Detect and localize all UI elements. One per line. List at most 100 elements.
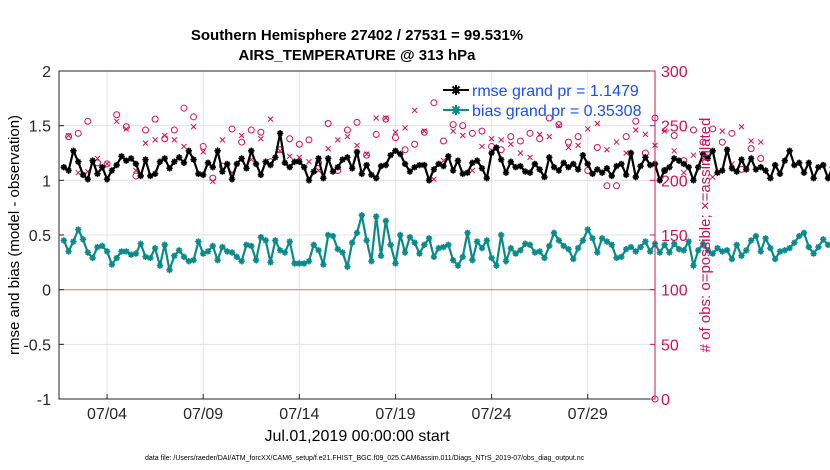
bias-point (685, 238, 692, 245)
y2-tick-label: 200 (661, 173, 688, 190)
obs-possible-point (382, 115, 390, 123)
rmse-point (161, 155, 168, 162)
obs-assimilated-point (690, 152, 697, 159)
obs-possible-point (411, 140, 419, 148)
bias-point (704, 247, 712, 254)
bias-point (589, 235, 596, 242)
rmse-point (671, 155, 678, 162)
rmse-point (397, 150, 404, 158)
rmse-point (296, 158, 303, 165)
obs-possible-point (372, 130, 380, 138)
y2-axis-label: # of obs: o=possible; ×=assimilated (697, 118, 714, 353)
rmse-point (156, 158, 164, 165)
obs-assimilated-point (334, 137, 341, 143)
bias-point (382, 217, 390, 224)
obs-assimilated-point (479, 143, 485, 150)
rmse-point (233, 160, 241, 168)
bias-point (598, 235, 606, 242)
rmse-point (622, 171, 630, 179)
bias-point (637, 243, 644, 251)
bias-point (541, 254, 548, 262)
bias-point (824, 241, 830, 249)
bias-point (363, 237, 370, 244)
rmse-point (550, 164, 558, 171)
obs-assimilated-point (459, 132, 466, 139)
bias-point (512, 250, 519, 257)
bias-point (449, 256, 457, 264)
obs-assimilated-point (181, 143, 187, 150)
obs-possible-point (449, 121, 457, 129)
bias-point (536, 248, 543, 255)
bias-point (618, 253, 625, 261)
y-tick-label: 1 (42, 173, 51, 190)
rmse-point (416, 161, 423, 169)
rmse-point (79, 171, 87, 179)
bias-point (65, 248, 72, 255)
bias-point (151, 244, 159, 252)
y2-tick-label: 300 (661, 64, 688, 81)
bias-point (353, 229, 361, 237)
rmse-point (555, 167, 563, 174)
bias-point (233, 253, 241, 261)
series-layer (60, 130, 830, 275)
rmse-point (733, 168, 740, 175)
obs-possible-point (555, 121, 563, 129)
bias-point (810, 250, 817, 257)
obs-assimilated-point (613, 139, 620, 145)
obs-possible-point (440, 137, 448, 145)
obs-possible-point (113, 111, 121, 119)
bias-point (113, 254, 120, 262)
bias-point (300, 260, 308, 267)
obs-possible-point (468, 129, 476, 137)
bias-point (397, 231, 404, 239)
bias-point (339, 249, 346, 256)
bias-point (276, 247, 284, 254)
rmse-point (185, 147, 192, 155)
obs-assimilated-point (680, 169, 687, 176)
obs-possible-point (507, 133, 515, 141)
rmse-point (137, 172, 144, 180)
rmse-point (757, 164, 764, 171)
rmse-point (815, 164, 822, 171)
bias-point (531, 249, 539, 256)
rmse-point (425, 177, 433, 184)
bias-point (459, 253, 466, 261)
rmse-point (344, 154, 351, 161)
obs-assimilated-point (488, 135, 495, 142)
y-tick-label: -1 (37, 392, 51, 409)
rmse-point (291, 158, 298, 165)
rmse-point (392, 147, 399, 155)
x-axis-ticks: 07/04 07/09 07/14 07/19 07/24 07/29 (87, 394, 608, 423)
rmse-point (421, 161, 428, 169)
rmse-point (522, 168, 529, 175)
obs-possible-point (622, 133, 630, 141)
chart-title: Southern Hemisphere 27402 / 27531 = 99.5… (191, 27, 523, 44)
obs-possible-point (257, 128, 265, 136)
bias-point (690, 262, 697, 269)
bias-point (723, 247, 731, 254)
obs-possible-point (324, 119, 332, 127)
bias-point (738, 252, 745, 259)
right-axis-ticks: 0 50 100 150 200 250 300 (650, 64, 688, 409)
bias-point (767, 244, 774, 252)
rmse-point (488, 149, 495, 157)
rmse-point (387, 151, 394, 159)
rmse-point (262, 158, 269, 165)
rmse-point (118, 153, 125, 160)
y-tick-label: 0 (42, 283, 51, 300)
obs-possible-point (430, 99, 438, 107)
bias-point (478, 244, 486, 252)
rmse-point (795, 159, 803, 167)
rmse-point (579, 151, 587, 159)
rmse-point (190, 156, 197, 163)
rmse-point (373, 174, 380, 182)
left-axis-ticks: -1 -0.5 0 0.5 1 1.5 2 (23, 64, 64, 409)
rmse-point (89, 157, 96, 164)
chart-subtitle: AIRS_TEMPERATURE @ 313 hPa (239, 47, 477, 64)
bias-point (248, 242, 255, 250)
rmse-point (661, 167, 668, 174)
bias-point (627, 243, 635, 251)
rmse-point (401, 160, 409, 168)
obs-assimilated-point (238, 132, 245, 139)
rmse-point (353, 148, 361, 156)
